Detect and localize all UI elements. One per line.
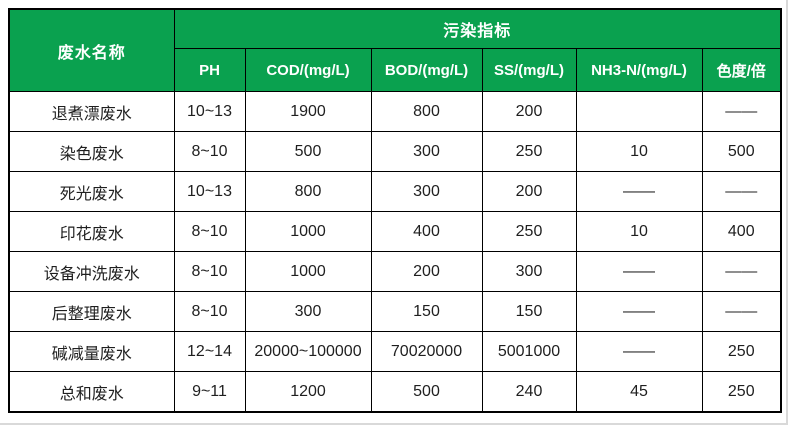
cell-ss: 150: [481, 291, 577, 332]
table-row: 死光废水 10~13 800 300 200 —— ——: [8, 171, 782, 212]
cell-chroma: ——: [701, 91, 782, 132]
cell-chroma: ——: [701, 291, 782, 332]
cell-cod: 1000: [244, 251, 372, 292]
cell-bod: 800: [370, 91, 483, 132]
cell-chroma: 250: [701, 371, 782, 413]
cell-ss: 200: [481, 171, 577, 212]
column-header-nh3n: NH3-N/(mg/L): [575, 48, 703, 92]
column-header-chroma: 色度/倍: [701, 48, 782, 92]
cell-ph: 10~13: [173, 171, 246, 212]
cell-bod: 500: [370, 371, 483, 413]
table-row: 碱减量废水 12~14 20000~100000 70020000 500100…: [8, 331, 782, 372]
row-name-cell: 设备冲洗废水: [8, 251, 175, 292]
row-name-cell: 总和废水: [8, 371, 175, 413]
cell-chroma: 500: [701, 131, 782, 172]
cell-ph: 8~10: [173, 291, 246, 332]
cell-ss: 250: [481, 131, 577, 172]
cell-ph: 8~10: [173, 211, 246, 252]
cell-bod: 300: [370, 131, 483, 172]
wastewater-pollution-table: 废水名称 污染指标 PH COD/(mg/L) BOD/(mg/L) SS/(m…: [8, 8, 783, 413]
cell-ss: 200: [481, 91, 577, 132]
cell-ss: 300: [481, 251, 577, 292]
cell-nh3n: ——: [575, 331, 703, 372]
row-name-cell: 碱减量废水: [8, 331, 175, 372]
cell-cod: 800: [244, 171, 372, 212]
cell-ph: 12~14: [173, 331, 246, 372]
table-header: 废水名称 污染指标 PH COD/(mg/L) BOD/(mg/L) SS/(m…: [8, 8, 782, 92]
table-body: 退煮漂废水 10~13 1900 800 200 —— 染色废水 8~10 50…: [8, 91, 782, 413]
row-name-cell: 染色废水: [8, 131, 175, 172]
cell-bod: 200: [370, 251, 483, 292]
cell-nh3n: [575, 91, 703, 132]
header-wastewater-name: 废水名称: [8, 8, 175, 92]
cell-cod: 1200: [244, 371, 372, 413]
table-row: 染色废水 8~10 500 300 250 10 500: [8, 131, 782, 172]
cell-ph: 9~11: [173, 371, 246, 413]
column-header-bod: BOD/(mg/L): [370, 48, 483, 92]
row-name-cell: 后整理废水: [8, 291, 175, 332]
row-name-cell: 印花废水: [8, 211, 175, 252]
cell-bod: 300: [370, 171, 483, 212]
cell-chroma: 250: [701, 331, 782, 372]
cell-cod: 1000: [244, 211, 372, 252]
cell-cod: 20000~100000: [244, 331, 372, 372]
table-row: 退煮漂废水 10~13 1900 800 200 ——: [8, 91, 782, 132]
cell-cod: 500: [244, 131, 372, 172]
cell-nh3n: 10: [575, 211, 703, 252]
row-name-cell: 死光废水: [8, 171, 175, 212]
cell-chroma: ——: [701, 171, 782, 212]
cell-ph: 10~13: [173, 91, 246, 132]
cell-nh3n: 10: [575, 131, 703, 172]
cell-ph: 8~10: [173, 251, 246, 292]
column-header-ph: PH: [173, 48, 246, 92]
cell-ss: 5001000: [481, 331, 577, 372]
table-row: 设备冲洗废水 8~10 1000 200 300 —— ——: [8, 251, 782, 292]
cell-bod: 150: [370, 291, 483, 332]
column-header-ss: SS/(mg/L): [481, 48, 577, 92]
cell-chroma: ——: [701, 251, 782, 292]
row-name-cell: 退煮漂废水: [8, 91, 175, 132]
cell-nh3n: ——: [575, 251, 703, 292]
cell-ss: 240: [481, 371, 577, 413]
table-row: 印花废水 8~10 1000 400 250 10 400: [8, 211, 782, 252]
cell-nh3n: ——: [575, 171, 703, 212]
cell-nh3n: ——: [575, 291, 703, 332]
cell-nh3n: 45: [575, 371, 703, 413]
cell-cod: 1900: [244, 91, 372, 132]
cell-ph: 8~10: [173, 131, 246, 172]
column-header-cod: COD/(mg/L): [244, 48, 372, 92]
table-row: 总和废水 9~11 1200 500 240 45 250: [8, 371, 782, 413]
cell-bod: 400: [370, 211, 483, 252]
cell-bod: 70020000: [370, 331, 483, 372]
cell-chroma: 400: [701, 211, 782, 252]
cell-cod: 300: [244, 291, 372, 332]
cell-ss: 250: [481, 211, 577, 252]
header-pollution-indicators: 污染指标: [173, 8, 782, 49]
table-row: 后整理废水 8~10 300 150 150 —— ——: [8, 291, 782, 332]
